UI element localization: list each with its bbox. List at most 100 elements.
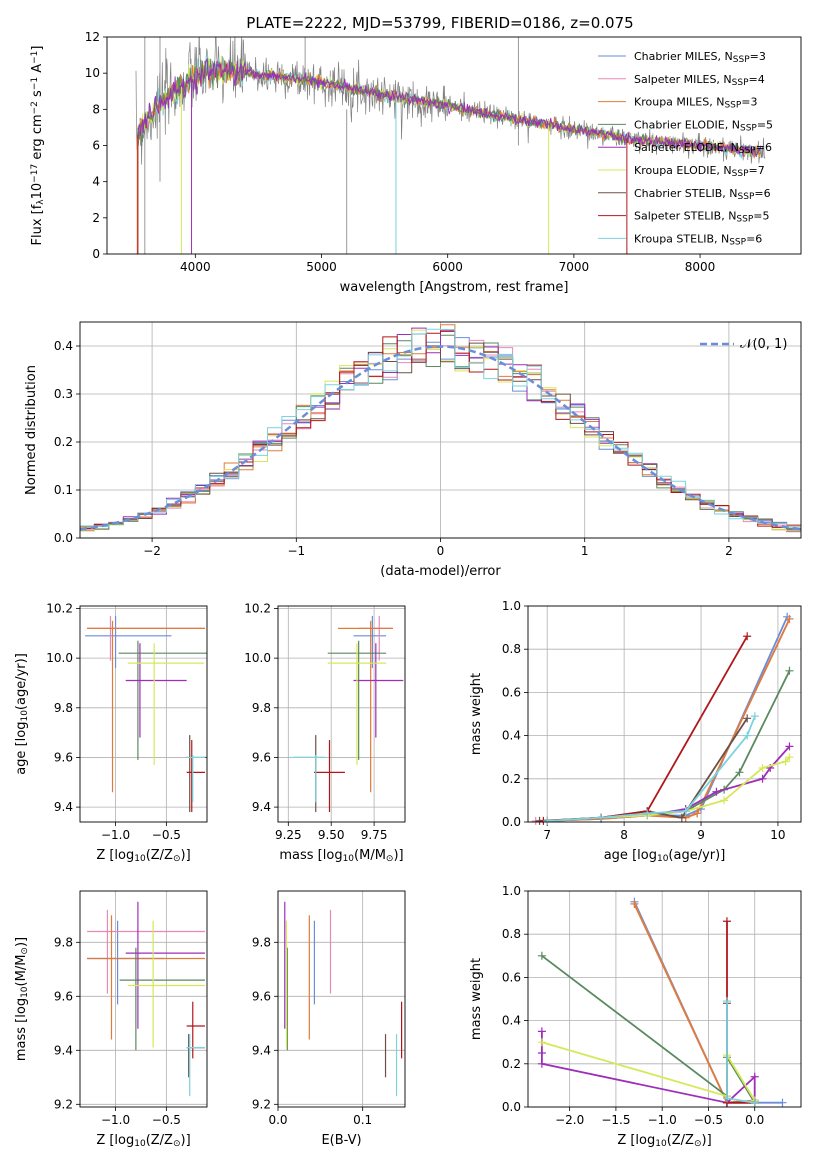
legend-entry: Chabrier ELODIE, NSSP=5: [634, 118, 773, 133]
histogram-step: [80, 330, 801, 530]
y-tick-label: 9.4: [252, 800, 271, 814]
label-part: λ: [36, 199, 46, 205]
axes-frame: [79, 890, 208, 1108]
y-tick-label: 9.6: [252, 989, 271, 1003]
spectrum-axes: 4000 5000 6000 7000 8000 0 2 4 6 8 10 12: [85, 30, 716, 274]
legend-entry: Kroupa STELIB, NSSP=6: [634, 232, 762, 247]
model-spectrum: [136, 56, 761, 158]
weight-marker: [785, 753, 794, 762]
y-axis-label: Normed distribution: [24, 365, 39, 495]
weight-marker: [785, 614, 794, 623]
axes-frame: [277, 605, 406, 823]
x-tick-label: 9.75: [361, 828, 388, 842]
y-axis-label: mass weight: [469, 673, 484, 755]
x-tick-label: 7: [543, 828, 551, 842]
y-tick-label: 1.0: [502, 884, 521, 898]
x-axis-label: mass [log10(M/M⊙)]: [279, 848, 403, 864]
x-tick-label: 4000: [180, 260, 211, 274]
y-tick-label: 0.3: [54, 387, 73, 401]
y-tick-label: 9.4: [252, 1043, 271, 1057]
x-axis-label: Z [log10(Z/Z⊙)]: [96, 1133, 190, 1149]
x-tick-label: 9.25: [275, 828, 302, 842]
legend-entry: Salpeter MILES, NSSP=4: [634, 73, 765, 88]
x-tick-label: 2: [725, 544, 733, 558]
weight-marker: [537, 1059, 546, 1068]
weight-line: [726, 1003, 755, 1104]
y-tick-label: 2: [92, 211, 100, 225]
x-tick-label: −1.0: [101, 828, 130, 842]
weight-marker: [537, 1038, 546, 1047]
legend-entry: Chabrier STELIB, NSSP=6: [634, 187, 771, 202]
y-tick-label: 0.8: [502, 642, 521, 656]
y-tick-label: 9.8: [54, 701, 73, 715]
y-tick-label: 9.8: [252, 701, 271, 715]
y-tick-label: 0.4: [502, 729, 521, 743]
y-tick-label: 9.2: [54, 1097, 73, 1111]
label-part: =6: [754, 187, 770, 200]
label-part: SSP: [732, 169, 749, 179]
weight-line: [541, 955, 756, 1104]
label-part: =7: [749, 164, 765, 177]
y-tick-label: 4: [92, 175, 100, 189]
x-tick-label: 0.1: [353, 1113, 372, 1127]
label-part: ⊙: [173, 1139, 181, 1149]
y-tick-label: 10.0: [244, 651, 271, 665]
weight-marker: [543, 816, 552, 825]
label-part: (Z/Z: [146, 1133, 173, 1148]
label-part: −2: [30, 101, 40, 114]
label-part: −1: [30, 51, 40, 64]
y-tick-label: 0.6: [502, 685, 521, 699]
weight-line: [726, 921, 755, 1104]
y-tick-label: 10.0: [46, 651, 73, 665]
y-tick-label: 0.2: [54, 435, 73, 449]
x-axis-label: wavelength [Angstrom, rest frame]: [340, 280, 569, 295]
label-part: 10: [343, 854, 355, 864]
label-part: )]: [14, 937, 29, 947]
y-tick-label: 9.2: [252, 1097, 271, 1111]
weight-marker: [630, 899, 639, 908]
x-tick-label: 8000: [685, 260, 716, 274]
x-tick-label: 0.0: [268, 1113, 287, 1127]
y-tick-label: 0.4: [54, 339, 73, 353]
legend-entry: Chabrier MILES, NSSP=3: [634, 50, 766, 65]
weight-marker: [681, 807, 690, 816]
label-part: Chabrier STELIB, N: [634, 187, 738, 200]
x-tick-label: −2: [143, 544, 161, 558]
y-tick-label: 0.0: [502, 1100, 521, 1114]
label-part: Kroupa ELODIE, N: [634, 164, 732, 177]
y-tick-label: 10.2: [46, 601, 73, 615]
y-tick-label: 9.8: [54, 935, 73, 949]
label-part: (Z/Z: [667, 1133, 694, 1148]
label-part: (Z/Z: [146, 848, 173, 863]
x-axis-label: E(B-V): [321, 1133, 361, 1148]
mass_vs_Z-axes: −1.0 −0.5 9.2 9.4 9.6 9.8: [54, 891, 207, 1127]
y-tick-label: 9.6: [54, 750, 73, 764]
weight-marker: [750, 712, 759, 721]
weight-marker: [750, 1072, 759, 1081]
label-part: ⊙: [20, 947, 30, 955]
x-tick-label: 9: [697, 828, 705, 842]
label-part: 10: [30, 183, 45, 200]
x-tick-label: 1: [581, 544, 589, 558]
label-part: =6: [756, 141, 772, 154]
weight-marker: [537, 1027, 546, 1036]
label-part: erg cm: [30, 114, 45, 163]
label-part: ]: [30, 46, 45, 51]
label-part: SSP: [724, 101, 741, 111]
weight-line: [539, 717, 748, 822]
label-part: mass [log: [279, 848, 342, 863]
label-part: age [log: [14, 722, 29, 775]
gaussian-curve: [79, 345, 802, 531]
label-part: (M/M: [354, 848, 386, 863]
y-tick-label: 9.8: [252, 935, 271, 949]
weight-line: [547, 745, 791, 822]
x-axis-label: age [log10(age/yr)]: [604, 848, 726, 864]
weight-marker: [758, 774, 767, 783]
x-tick-label: 8: [620, 828, 628, 842]
weight-marker: [537, 1049, 546, 1057]
legend-entry: 𝒩(0, 1): [740, 337, 787, 352]
label-part: −17: [30, 164, 40, 183]
label-part: −1: [30, 77, 40, 90]
label-part: age [log: [604, 848, 657, 863]
